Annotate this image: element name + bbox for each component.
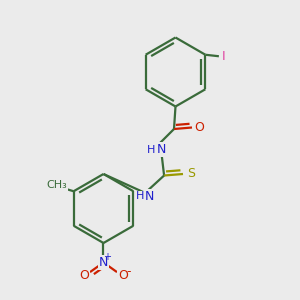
- Text: N: N: [156, 143, 166, 157]
- Text: N: N: [145, 190, 154, 203]
- Text: O: O: [195, 121, 204, 134]
- Text: O: O: [118, 268, 128, 282]
- Text: -: -: [126, 265, 131, 278]
- Text: CH₃: CH₃: [46, 180, 67, 190]
- Text: H: H: [136, 191, 144, 202]
- Text: O: O: [79, 268, 89, 282]
- Text: H: H: [147, 145, 156, 155]
- Text: S: S: [187, 167, 195, 181]
- Text: I: I: [222, 50, 225, 63]
- Text: +: +: [103, 252, 111, 262]
- Text: N: N: [99, 256, 108, 269]
